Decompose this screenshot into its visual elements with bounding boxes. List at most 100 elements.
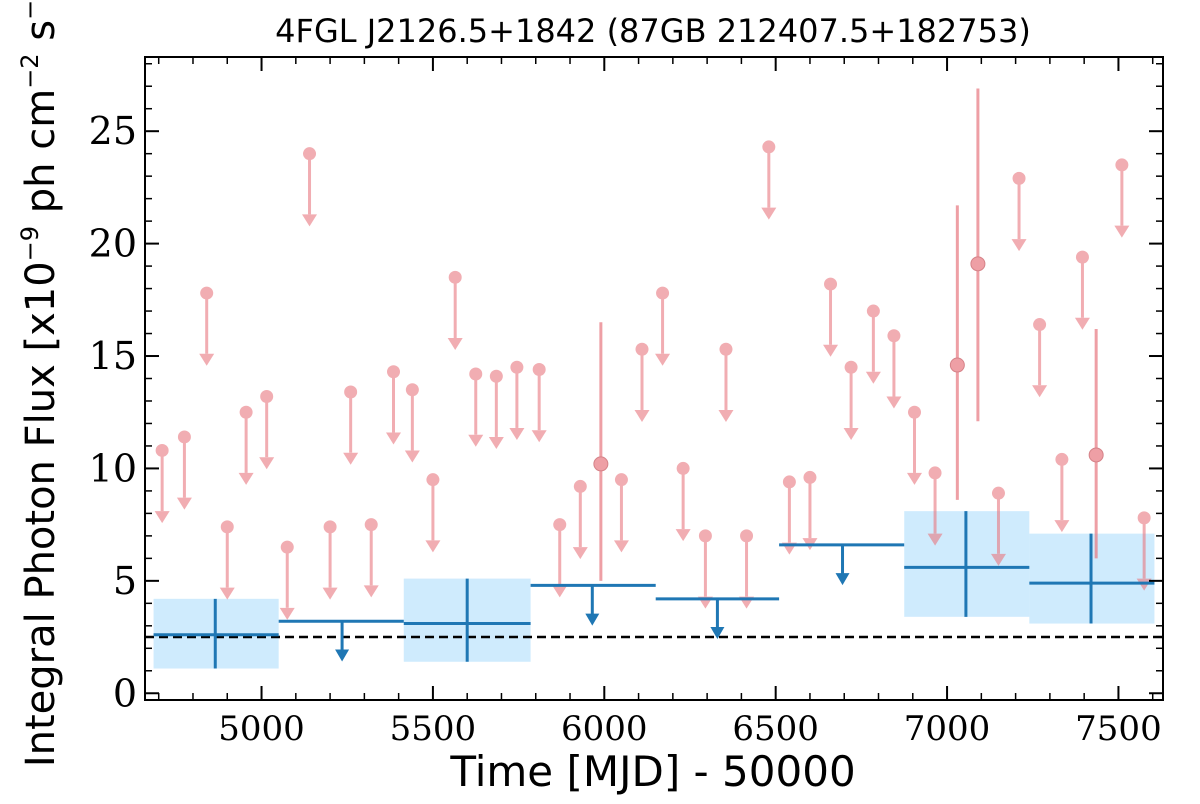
chart-title: 4FGL J2126.5+1842 (87GB 212407.5+182753) [275, 12, 1031, 50]
monthly-upper-limit-point [719, 342, 733, 356]
monthly-upper-limit-arrowhead [509, 427, 525, 440]
monthly-detections-group [593, 88, 1104, 581]
monthly-upper-limit-point [280, 540, 294, 554]
y-tick-label: 25 [89, 109, 137, 153]
monthly-upper-limit-point [656, 286, 670, 300]
monthly-upper-limit-arrowhead [259, 457, 275, 470]
monthly-upper-limit-arrowhead [552, 585, 568, 598]
monthly-upper-limit-point [426, 473, 440, 487]
monthly-upper-limit-arrowhead [154, 511, 170, 524]
monthly-upper-limit-point [220, 520, 234, 534]
y-axis-label-text: ph cm [18, 89, 64, 226]
monthly-upper-limit-arrowhead [468, 434, 484, 447]
monthly-upper-limit-point [698, 529, 712, 543]
monthly-upper-limit-point [844, 360, 858, 374]
monthly-upper-limit-point [824, 277, 838, 291]
monthly-upper-limit-point [177, 430, 191, 444]
monthly-upper-limit-arrowhead [199, 353, 215, 366]
monthly-upper-limit-point [200, 286, 214, 300]
monthly-upper-limit-arrowhead [219, 587, 235, 600]
monthly-upper-limit-point [614, 473, 628, 487]
monthly-upper-limit-arrowhead [1074, 317, 1090, 330]
monthly-upper-limit-arrowhead [865, 371, 881, 384]
monthly-upper-limit-point [469, 367, 483, 381]
y-tick-label: 20 [89, 222, 137, 266]
monthly-upper-limit-point [635, 342, 649, 356]
yearly-upper-limit-arrowhead [335, 649, 350, 662]
monthly-upper-limit-point [928, 466, 942, 480]
monthly-upper-limit-arrowhead [572, 547, 588, 560]
x-tick-label: 7500 [1075, 709, 1162, 749]
monthly-upper-limits-group [154, 140, 1152, 620]
monthly-upper-limit-arrowhead [279, 607, 295, 620]
y-axis-label-exponent: −2 [16, 53, 44, 88]
monthly-upper-limit-point [323, 520, 337, 534]
monthly-upper-limit-arrowhead [990, 553, 1006, 566]
x-tick-label: 5000 [218, 709, 305, 749]
monthly-upper-limit-point [489, 369, 503, 383]
monthly-upper-limit-point [303, 147, 317, 161]
monthly-upper-limit-arrowhead [363, 585, 379, 598]
yearly-upper-limit-arrowhead [585, 613, 600, 626]
monthly-upper-limit-point [532, 363, 546, 377]
y-axis-label-exponent: −9 [16, 226, 44, 261]
monthly-upper-limit-point [887, 329, 901, 343]
monthly-upper-limit-point [1012, 171, 1026, 185]
monthly-upper-limit-point [405, 383, 419, 397]
monthly-upper-limit-point [553, 518, 567, 532]
monthly-detection-point [593, 456, 609, 472]
x-tick-label: 6500 [732, 709, 819, 749]
y-tick-label: 15 [89, 334, 137, 378]
monthly-upper-limit-arrowhead [655, 353, 671, 366]
monthly-upper-limit-arrowhead [343, 452, 359, 465]
monthly-upper-limit-point [510, 360, 524, 374]
monthly-detection-point [970, 256, 986, 272]
y-axis-label-text: Integral Photon Flux [x10 [18, 261, 64, 767]
yearly-upper-limit-arrowhead [835, 573, 850, 586]
monthly-upper-limit-point [260, 389, 274, 403]
monthly-upper-limit-point [387, 365, 401, 379]
y-tick-label: 0 [113, 671, 137, 715]
x-tick-label: 6000 [561, 709, 648, 749]
monthly-upper-limit-arrowhead [425, 540, 441, 553]
y-axis-label: Integral Photon Flux [x10−9 ph cm−2 s−1] [16, 0, 64, 767]
monthly-upper-limit-arrowhead [1054, 520, 1070, 533]
monthly-upper-limit-arrowhead [886, 396, 902, 409]
y-axis-label-text: s [18, 20, 64, 54]
monthly-upper-limit-arrowhead [634, 409, 650, 422]
monthly-upper-limit-arrowhead [176, 497, 192, 510]
monthly-upper-limit-arrowhead [531, 430, 547, 443]
monthly-upper-limit-point [573, 479, 587, 493]
y-tick-label: 5 [113, 559, 137, 603]
monthly-upper-limit-arrowhead [927, 533, 943, 546]
monthly-upper-limit-point [676, 461, 690, 475]
monthly-upper-limit-arrowhead [906, 472, 922, 485]
monthly-upper-limit-arrowhead [613, 540, 629, 553]
monthly-upper-limit-point [1075, 250, 1089, 264]
monthly-upper-limit-point [1137, 511, 1151, 525]
monthly-upper-limit-point [762, 140, 776, 154]
monthly-upper-limit-point [907, 405, 921, 419]
plot-area: 5000 5500 6000 6500 7000 7500 0 5 10 15 20 25 [89, 56, 1164, 749]
monthly-upper-limit-arrowhead [404, 450, 420, 463]
monthly-upper-limit-point [866, 304, 880, 318]
x-tick-label: 7000 [904, 709, 991, 749]
monthly-upper-limit-arrowhead [302, 214, 318, 227]
monthly-upper-limit-arrowhead [1011, 239, 1027, 252]
monthly-upper-limit-arrowhead [718, 409, 734, 422]
monthly-upper-limit-arrowhead [322, 587, 338, 600]
monthly-upper-limit-point [155, 443, 169, 457]
monthly-upper-limit-point [364, 518, 378, 532]
monthly-upper-limit-arrowhead [823, 344, 839, 357]
monthly-upper-limit-arrowhead [447, 338, 463, 351]
monthly-upper-limit-point [1055, 452, 1069, 466]
monthly-upper-limit-point [803, 470, 817, 484]
monthly-upper-limit-point [1115, 158, 1129, 172]
monthly-upper-limit-point [239, 405, 253, 419]
monthly-detection-point [1088, 447, 1104, 463]
y-axis-label-exponent: −1 [16, 0, 44, 20]
yearly-upper-limit-arrowhead [710, 627, 725, 640]
monthly-upper-limit-point [1033, 318, 1047, 332]
y-tick-label: 10 [89, 446, 137, 490]
